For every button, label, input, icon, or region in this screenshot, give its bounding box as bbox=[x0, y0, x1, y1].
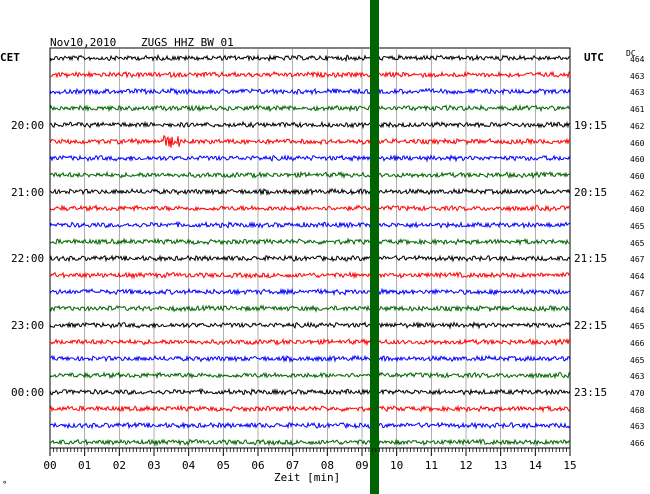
cet-hour-label: 23:00 bbox=[11, 319, 45, 333]
seismic-trace bbox=[49, 237, 571, 247]
dc-value: 465 bbox=[630, 238, 645, 248]
station-label: ZUGS HHZ BW 01 bbox=[141, 36, 234, 49]
seismic-trace bbox=[49, 187, 571, 197]
x-tick-label: 05 bbox=[216, 459, 230, 472]
seismic-trace bbox=[49, 304, 571, 313]
utc-timezone-label: UTC bbox=[584, 51, 604, 64]
dc-value: 462 bbox=[630, 121, 645, 131]
cet-timezone-label: CET bbox=[0, 51, 20, 64]
dc-value: 463 bbox=[630, 71, 645, 81]
seismic-trace bbox=[49, 254, 571, 263]
dc-value: 465 bbox=[630, 222, 645, 231]
seismic-trace bbox=[49, 271, 571, 280]
seismic-trace bbox=[49, 287, 571, 297]
x-tick-label: 10 bbox=[390, 459, 404, 472]
dc-value: 463 bbox=[630, 422, 645, 432]
cet-hour-label: 21:00 bbox=[11, 185, 45, 199]
cet-hour-label: 22:00 bbox=[11, 252, 45, 266]
utc-hour-label: 19:15 bbox=[574, 118, 608, 132]
seismic-trace bbox=[49, 87, 571, 96]
utc-hour-label: 20:15 bbox=[574, 185, 608, 199]
utc-hour-label: 22:15 bbox=[574, 319, 608, 333]
dc-value: 460 bbox=[630, 205, 645, 215]
utc-hour-label: 23:15 bbox=[574, 386, 608, 399]
seismic-trace bbox=[49, 438, 570, 447]
seismic-trace bbox=[49, 103, 571, 113]
dc-value: 460 bbox=[630, 155, 645, 165]
dc-value: 468 bbox=[630, 405, 645, 415]
x-tick-label: 04 bbox=[182, 459, 196, 472]
x-tick-label: 15 bbox=[563, 459, 577, 472]
utc-hour-label: 21:15 bbox=[574, 252, 608, 266]
seismic-trace bbox=[49, 320, 571, 330]
x-tick-label: 00 bbox=[43, 459, 57, 472]
seismic-trace bbox=[49, 354, 571, 364]
x-tick-label: 13 bbox=[494, 459, 508, 472]
seismic-trace bbox=[49, 53, 571, 63]
seismic-trace bbox=[49, 134, 571, 148]
dc-value: 465 bbox=[630, 355, 645, 365]
x-tick-label: 02 bbox=[112, 459, 126, 472]
dc-value: 460 bbox=[630, 138, 645, 148]
dc-value: 463 bbox=[630, 88, 645, 98]
seismic-trace bbox=[49, 204, 571, 213]
dc-value: 466 bbox=[630, 439, 645, 449]
seismic-trace bbox=[49, 153, 571, 163]
x-tick-label: 09 bbox=[355, 459, 369, 472]
seismic-trace bbox=[49, 70, 571, 79]
seismic-trace bbox=[49, 220, 571, 230]
corner-mark: ∘ bbox=[2, 478, 8, 488]
dc-value: 464 bbox=[630, 55, 645, 64]
dc-value: 464 bbox=[630, 305, 645, 315]
dc-value: 463 bbox=[630, 372, 645, 382]
x-tick-label: 03 bbox=[147, 459, 161, 472]
dc-value: 466 bbox=[630, 338, 645, 348]
x-tick-label: 07 bbox=[286, 459, 300, 472]
x-tick-label: 12 bbox=[459, 459, 473, 472]
dc-value: 460 bbox=[630, 171, 645, 181]
seismic-trace bbox=[49, 387, 571, 397]
cet-hour-label: 20:00 bbox=[11, 118, 45, 132]
dc-value: 461 bbox=[630, 105, 645, 115]
dc-value: 467 bbox=[630, 255, 645, 265]
dc-value: 462 bbox=[630, 188, 645, 198]
seismic-trace bbox=[49, 337, 571, 347]
date-label: Nov10,2010 bbox=[50, 36, 117, 49]
x-tick-label: 08 bbox=[320, 459, 334, 472]
x-tick-label: 06 bbox=[251, 459, 265, 472]
dc-header-label: DC bbox=[626, 49, 636, 58]
dc-value: 465 bbox=[630, 322, 645, 332]
seismic-trace bbox=[49, 421, 571, 430]
dc-value: 470 bbox=[630, 389, 645, 398]
x-tick-label: 11 bbox=[424, 459, 438, 472]
seismic-trace bbox=[49, 120, 570, 130]
dc-value: 464 bbox=[630, 272, 645, 282]
seismic-trace bbox=[49, 404, 571, 414]
event-marker bbox=[370, 0, 379, 494]
cet-hour-label: 00:00 bbox=[11, 386, 45, 399]
seismic-trace bbox=[49, 170, 571, 180]
dc-value: 467 bbox=[630, 288, 645, 298]
x-tick-label: 01 bbox=[78, 459, 92, 472]
x-tick-label: 14 bbox=[528, 459, 542, 472]
x-axis-label: Zeit [min] bbox=[274, 471, 341, 484]
seismic-trace bbox=[49, 371, 571, 380]
